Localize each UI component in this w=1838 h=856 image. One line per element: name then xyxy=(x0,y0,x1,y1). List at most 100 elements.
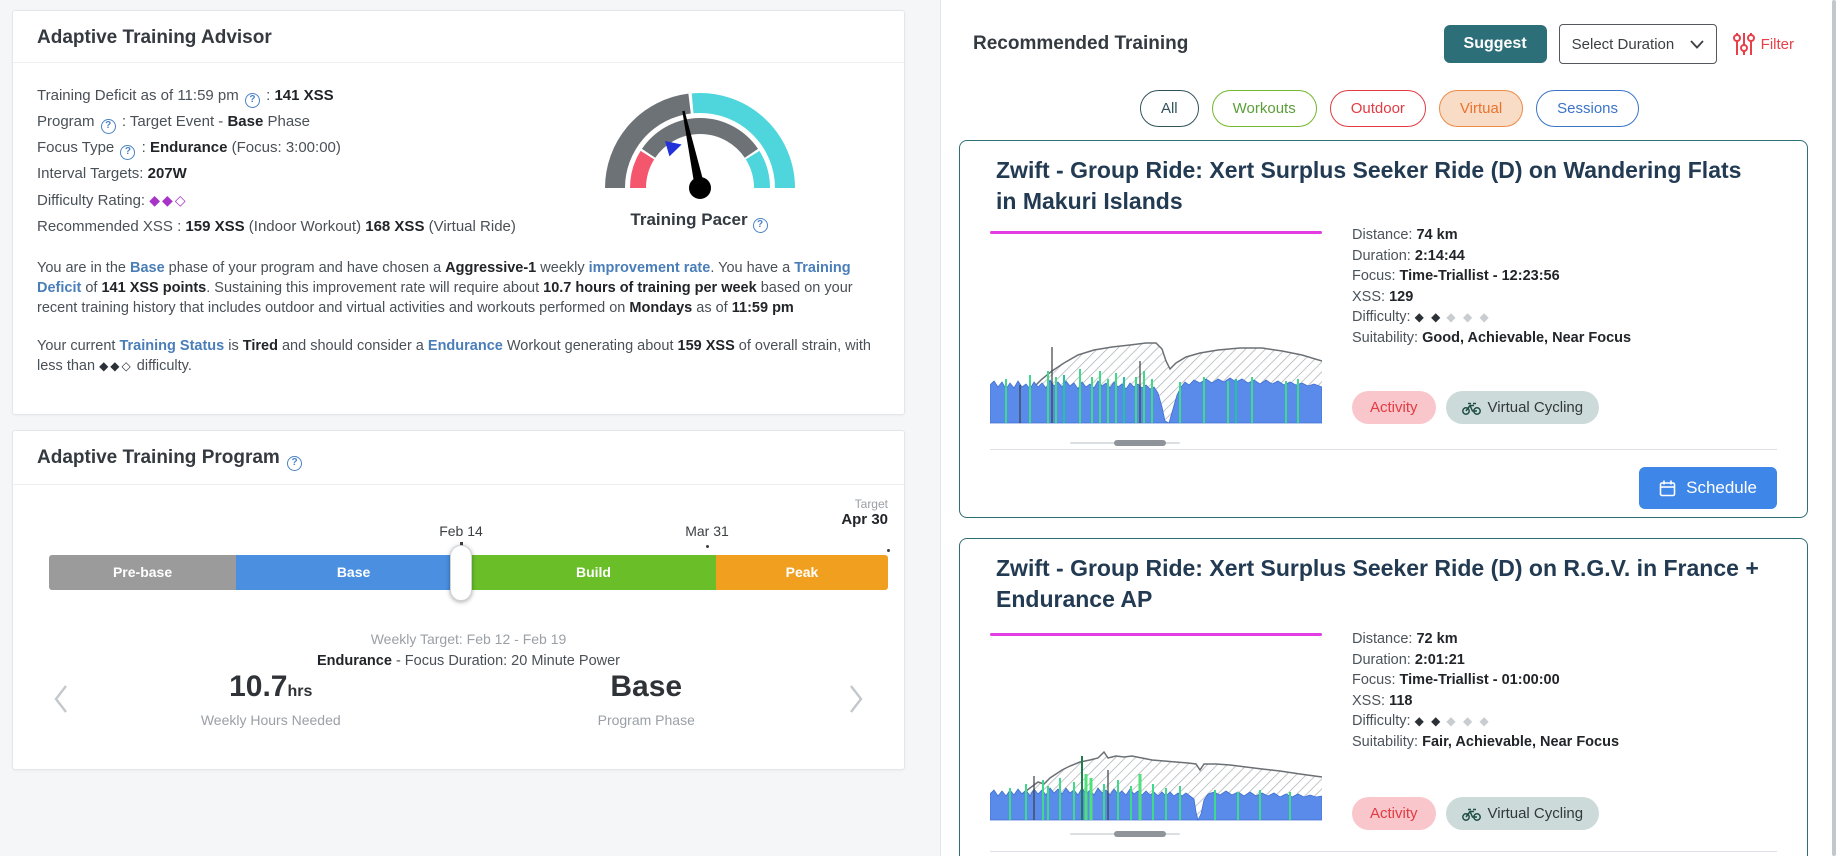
text-segment: 11:59 pm xyxy=(731,300,794,316)
schedule-label: Schedule xyxy=(1686,478,1757,497)
hours-value: 10.7 xyxy=(229,670,288,703)
phase-bar: Pre-base Base Build Peak xyxy=(49,554,888,590)
text-segment: Time-Triallist - 12:23:56 xyxy=(1399,268,1560,284)
recommendation-badges: Activity Virtual Cycling xyxy=(1352,391,1600,424)
text-segment: (Virtual Ride) xyxy=(424,218,516,235)
detail-difficulty: Difficulty: ◆ ◆ ◆ ◆ ◆ xyxy=(1352,711,1619,732)
inline-link[interactable]: Training Deficit xyxy=(37,260,851,296)
filter-pill-sessions[interactable]: Sessions xyxy=(1536,90,1640,127)
marker-dot xyxy=(705,544,709,548)
text-segment: Interval Targets: xyxy=(37,165,148,182)
recommendation-title: Zwift - Group Ride: Xert Surplus Seeker … xyxy=(996,555,1759,612)
advisor-body: Training Deficit as of 11:59 pm ? : 141 … xyxy=(13,63,904,376)
adaptive-training-advisor-card: Adaptive Training Advisor Training Defic… xyxy=(12,10,905,415)
detail-focus: Focus: Time-Triallist - 12:23:56 xyxy=(1352,266,1631,287)
text-segment: Mondays xyxy=(629,300,693,316)
target-date: Apr 30 xyxy=(841,510,888,528)
text-segment: Distance: xyxy=(1352,227,1417,243)
next-week-button[interactable] xyxy=(834,669,878,729)
text-segment: Phase xyxy=(263,113,311,130)
filter-pill-virtual[interactable]: Virtual xyxy=(1438,90,1524,127)
text-segment: is xyxy=(224,338,243,354)
select-duration-dropdown[interactable]: Select Duration xyxy=(1558,24,1717,64)
help-icon[interactable]: ? xyxy=(244,92,260,108)
inline-link[interactable]: improvement rate xyxy=(588,260,711,276)
text-segment: of xyxy=(81,280,102,296)
divider xyxy=(13,62,904,63)
text-segment: Training Deficit as of 11:59 pm xyxy=(37,87,243,104)
stat-recommended-xss: Recommended XSS : 159 XSS (Indoor Workou… xyxy=(37,214,597,240)
left-column: Adaptive Training Advisor Training Defic… xyxy=(12,10,905,770)
chart-scrollbar[interactable] xyxy=(1070,440,1180,446)
stat-focus-type: Focus Type ? : Endurance (Focus: 3:00:00… xyxy=(37,135,597,161)
help-icon[interactable]: ? xyxy=(752,217,768,233)
program-title: Adaptive Training Program ? xyxy=(13,431,904,484)
text-segment: : xyxy=(261,87,275,104)
program-timeline: Target Apr 30 Feb 14 Mar 31 Pre-base Bas… xyxy=(13,485,904,685)
filter-pill-all[interactable]: All xyxy=(1139,90,1199,127)
advisor-title: Adaptive Training Advisor xyxy=(37,27,272,48)
duration-value: Select Duration xyxy=(1571,35,1675,53)
chevron-left-icon xyxy=(54,685,67,713)
text-segment: ◆ ◆ ◆ xyxy=(1446,310,1491,324)
advisor-paragraph-1: You are in the Base phase of your progra… xyxy=(37,258,880,318)
help-icon[interactable]: ? xyxy=(120,144,136,160)
filter-pill-workouts[interactable]: Workouts xyxy=(1211,90,1317,127)
text-segment: ◆◆ xyxy=(149,192,175,208)
text-segment: Focus: xyxy=(1352,268,1400,284)
detail-difficulty: Difficulty: ◆ ◆ ◆ ◆ ◆ xyxy=(1352,307,1631,328)
elevation-power-chart xyxy=(990,342,1322,424)
inline-link[interactable]: Training Status xyxy=(119,338,225,354)
text-segment: 72 km xyxy=(1416,631,1458,647)
detail-duration: Duration: 2:01:21 xyxy=(1352,650,1619,671)
text-segment: ◆ ◆ ◆ xyxy=(1446,714,1491,728)
recommendation-badges: Activity Virtual Cycling xyxy=(1352,797,1600,830)
detail-xss: XSS: 118 xyxy=(1352,691,1619,712)
chart-scrollbar[interactable] xyxy=(1070,831,1180,837)
advisor-paragraph-2: Your current Training Status is Tired an… xyxy=(37,336,880,376)
chevron-down-icon xyxy=(1689,39,1704,49)
target-dot xyxy=(887,548,890,552)
text-segment: Fair, Achievable, Near Focus xyxy=(1422,733,1620,750)
weekly-target-text: Weekly Target: Feb 12 - Feb 19 xyxy=(370,630,567,647)
filter-button[interactable]: Filter xyxy=(1732,31,1794,57)
previous-week-button[interactable] xyxy=(39,669,83,729)
panel-scrollbar[interactable] xyxy=(1832,0,1836,856)
detail-focus: Focus: Time-Triallist - 01:00:00 xyxy=(1352,670,1619,691)
badge-label: Virtual Cycling xyxy=(1487,805,1584,822)
text-segment: 141 XSS xyxy=(274,87,334,104)
text-segment: 207W xyxy=(147,165,187,182)
text-segment: as of xyxy=(692,300,732,316)
text-segment: - Focus Duration: 20 Minute Power xyxy=(391,652,620,669)
phase-value: Base xyxy=(610,670,683,703)
schedule-button[interactable]: Schedule xyxy=(1639,467,1777,509)
gauge-hub xyxy=(689,177,711,199)
divider xyxy=(13,483,904,485)
text-segment: : xyxy=(137,139,150,156)
inline-link[interactable]: Endurance xyxy=(427,338,503,354)
timeline-slider-handle[interactable] xyxy=(450,544,472,601)
help-icon[interactable]: ? xyxy=(100,118,116,134)
elevation-power-chart xyxy=(990,750,1322,822)
program-title-text: Adaptive Training Program xyxy=(37,447,280,468)
timeline-target-label: Target Apr 30 xyxy=(841,497,888,528)
suggest-button[interactable]: Suggest xyxy=(1443,25,1547,63)
training-pacer-gauge: Training Pacer? xyxy=(588,83,812,233)
text-segment: Endurance xyxy=(316,652,392,669)
text-segment: (Focus: 3:00:00) xyxy=(227,139,341,156)
text-segment: . You have a xyxy=(710,260,795,276)
badge-label: Virtual Cycling xyxy=(1487,399,1584,416)
advisor-stats: Training Deficit as of 11:59 pm ? : 141 … xyxy=(37,83,597,240)
bicycle-icon xyxy=(1461,402,1481,415)
inline-link[interactable]: Base xyxy=(129,260,165,276)
text-segment: and should consider a xyxy=(277,338,428,354)
filter-pill-outdoor[interactable]: Outdoor xyxy=(1329,90,1426,127)
text-segment: Suitability: xyxy=(1352,733,1423,750)
stat-program: Program ? : Target Event - Base Phase xyxy=(37,109,597,135)
text-segment: Your current xyxy=(37,338,120,354)
help-icon[interactable]: ? xyxy=(287,455,303,471)
marker-label: Mar 31 xyxy=(685,522,729,539)
text-segment: XSS: xyxy=(1352,288,1390,305)
focus-line-indicator xyxy=(990,231,1322,234)
